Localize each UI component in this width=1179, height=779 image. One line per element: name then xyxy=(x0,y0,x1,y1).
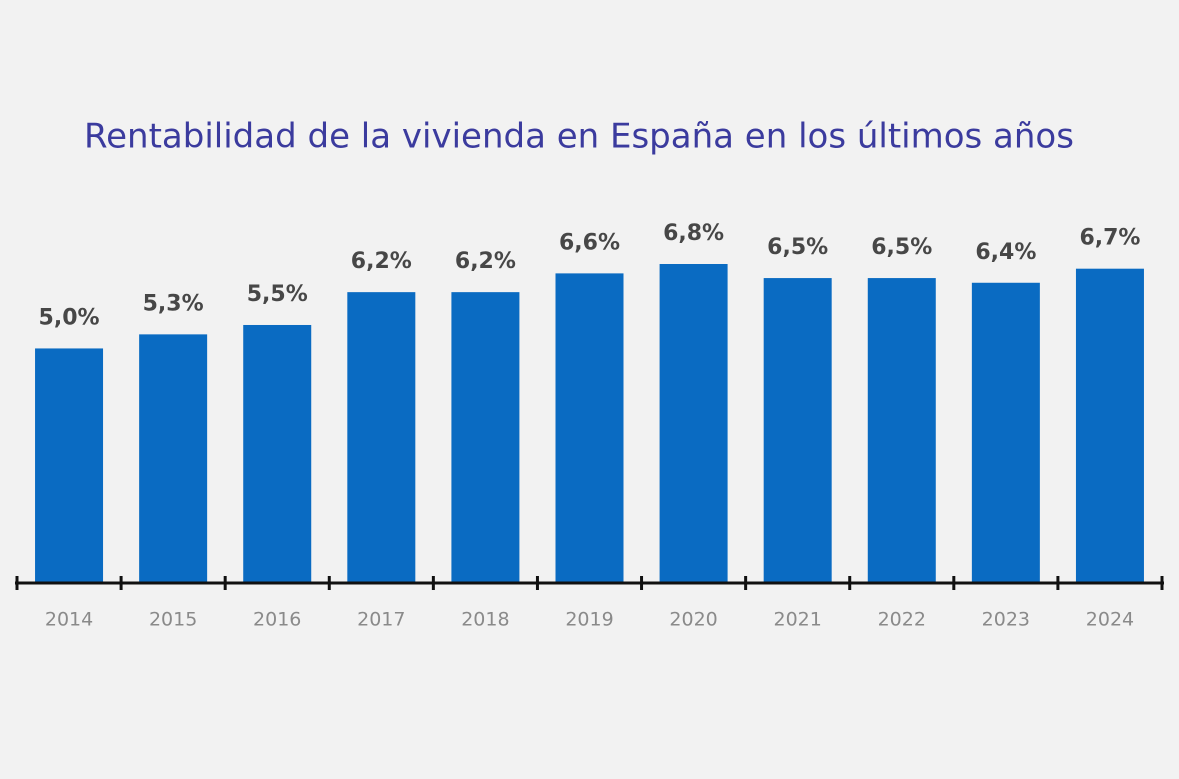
bar xyxy=(243,324,312,583)
chart-title: Rentabilidad de la vivienda en España en… xyxy=(84,117,1074,157)
x-tick-label: 2021 xyxy=(774,609,822,631)
value-label: 6,2% xyxy=(455,249,516,274)
value-label: 5,0% xyxy=(39,305,100,330)
bar xyxy=(1075,268,1144,583)
value-label: 6,5% xyxy=(767,235,828,260)
value-label: 6,2% xyxy=(351,249,412,274)
value-label: 6,5% xyxy=(871,235,932,260)
bar xyxy=(659,264,728,583)
value-label: 5,3% xyxy=(143,291,204,316)
value-label: 6,4% xyxy=(975,240,1036,265)
bar xyxy=(555,273,624,583)
bar xyxy=(971,282,1040,583)
x-tick-label: 2016 xyxy=(253,609,301,631)
x-tick-label: 2020 xyxy=(669,609,717,631)
value-label: 6,6% xyxy=(559,230,620,255)
value-label: 5,5% xyxy=(247,282,308,307)
bar xyxy=(763,278,832,583)
x-tick-label: 2018 xyxy=(461,609,509,631)
bar xyxy=(867,278,936,583)
x-tick-label: 2019 xyxy=(565,609,613,631)
bar xyxy=(451,292,520,583)
x-tick-label: 2024 xyxy=(1086,609,1134,631)
value-label: 6,7% xyxy=(1079,226,1140,251)
bar xyxy=(139,334,208,583)
x-tick-label: 2022 xyxy=(878,609,926,631)
x-tick-label: 2017 xyxy=(357,609,405,631)
x-tick-label: 2014 xyxy=(45,609,93,631)
x-tick-label: 2023 xyxy=(982,609,1030,631)
value-label: 6,8% xyxy=(663,221,724,246)
bar xyxy=(347,292,416,583)
x-tick-label: 2015 xyxy=(149,609,197,631)
bar xyxy=(35,348,104,583)
